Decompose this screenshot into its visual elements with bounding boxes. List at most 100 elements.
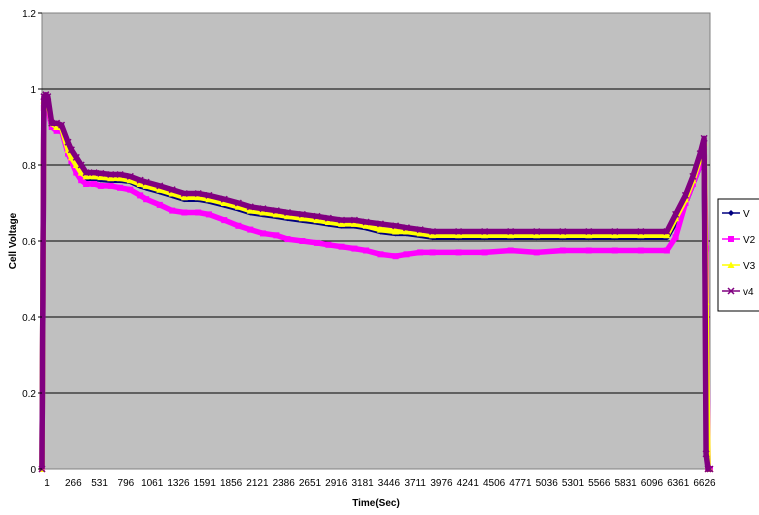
y-tick-label: 0.2 bbox=[22, 389, 36, 400]
data-point bbox=[672, 210, 680, 218]
data-point bbox=[611, 227, 619, 236]
data-point bbox=[362, 222, 370, 229]
x-tick-label: 1591 bbox=[194, 478, 217, 489]
data-point bbox=[455, 249, 462, 256]
data-point bbox=[194, 193, 202, 201]
data-point bbox=[53, 119, 61, 127]
legend-entry: V3 bbox=[722, 261, 756, 272]
x-tick-label: 1856 bbox=[220, 478, 243, 489]
x-axis-label: Time(Sec) bbox=[352, 498, 400, 509]
y-tick-label: 0.6 bbox=[22, 237, 36, 248]
data-point bbox=[195, 209, 202, 216]
data-point bbox=[338, 243, 345, 250]
data-point bbox=[585, 227, 593, 236]
data-point bbox=[481, 227, 489, 236]
x-tick-label: 5036 bbox=[536, 478, 559, 489]
data-point bbox=[313, 212, 321, 220]
data-point bbox=[314, 239, 321, 246]
x-tick-label: 1061 bbox=[141, 478, 164, 489]
data-point bbox=[82, 172, 90, 180]
series-v4 bbox=[38, 91, 714, 473]
x-tick-label: 3976 bbox=[430, 478, 453, 489]
data-point bbox=[48, 124, 55, 130]
data-point bbox=[338, 216, 346, 224]
data-point bbox=[67, 146, 75, 154]
x-tick-label: 2651 bbox=[299, 478, 322, 489]
data-point bbox=[611, 231, 619, 239]
series-line bbox=[39, 91, 711, 472]
data-point bbox=[392, 228, 400, 235]
data-point bbox=[700, 134, 708, 142]
data-point bbox=[481, 249, 488, 256]
data-point bbox=[126, 176, 134, 184]
data-point bbox=[298, 214, 306, 222]
data-point bbox=[82, 169, 90, 177]
data-point bbox=[220, 199, 228, 206]
y-tick-labels: 0 0.2 0.4 0.6 0.8 1 1.2 bbox=[22, 9, 42, 476]
data-point bbox=[107, 170, 115, 179]
data-point bbox=[637, 231, 645, 239]
gridlines bbox=[42, 88, 710, 394]
legend-entry: V bbox=[722, 209, 750, 220]
data-point bbox=[324, 214, 332, 222]
data-point bbox=[205, 191, 213, 199]
data-point bbox=[272, 207, 280, 215]
data-point bbox=[403, 228, 411, 235]
data-point bbox=[637, 247, 644, 254]
data-point bbox=[681, 191, 689, 199]
data-point bbox=[350, 220, 358, 227]
data-point bbox=[126, 172, 134, 180]
data-point bbox=[44, 93, 52, 101]
legend-box bbox=[717, 198, 759, 312]
data-point bbox=[585, 231, 593, 239]
x-tick-label: 6626 bbox=[693, 478, 716, 489]
legend-label: V2 bbox=[743, 235, 756, 246]
data-point bbox=[220, 195, 228, 203]
data-point bbox=[91, 181, 98, 187]
data-point bbox=[53, 127, 60, 134]
x-tick-label: 2386 bbox=[273, 478, 296, 489]
x-tick-label: 6361 bbox=[667, 478, 690, 489]
data-point bbox=[611, 247, 618, 254]
data-point bbox=[67, 153, 75, 161]
data-point bbox=[78, 177, 85, 184]
data-point bbox=[392, 253, 399, 260]
data-point bbox=[156, 186, 164, 193]
legend-label: V3 bbox=[743, 261, 756, 272]
data-point bbox=[663, 231, 671, 239]
data-point bbox=[116, 170, 124, 179]
data-point bbox=[77, 161, 85, 169]
data-point bbox=[533, 249, 540, 256]
data-point bbox=[156, 182, 164, 190]
series-group bbox=[38, 91, 714, 473]
data-point bbox=[689, 172, 697, 180]
data-point bbox=[392, 222, 400, 230]
data-point bbox=[58, 121, 66, 129]
data-point bbox=[205, 195, 213, 203]
data-point bbox=[169, 207, 176, 214]
data-point bbox=[403, 251, 410, 258]
x-tick-label: 796 bbox=[118, 478, 135, 489]
data-point bbox=[559, 247, 566, 254]
data-point bbox=[376, 220, 385, 228]
y-tick-label: 0.8 bbox=[22, 161, 36, 172]
data-point bbox=[259, 230, 266, 237]
legend-marker bbox=[728, 236, 734, 242]
y-tick-label: 1.2 bbox=[22, 9, 36, 20]
x-tick-label: 1326 bbox=[167, 478, 190, 489]
data-point bbox=[351, 245, 358, 252]
data-point bbox=[559, 227, 567, 236]
x-tick-label: 5831 bbox=[614, 478, 637, 489]
data-point bbox=[73, 169, 80, 176]
data-point bbox=[136, 180, 144, 187]
data-point bbox=[585, 247, 592, 254]
data-point bbox=[97, 182, 104, 189]
data-point bbox=[90, 172, 98, 180]
legend-entry: v4 bbox=[722, 287, 754, 298]
x-tick-label: 266 bbox=[65, 478, 82, 489]
legend-marker bbox=[727, 261, 735, 268]
x-tick-label: 1 bbox=[44, 478, 50, 489]
data-point bbox=[338, 220, 346, 227]
x-tick-label: 2916 bbox=[325, 478, 348, 489]
data-point bbox=[696, 150, 704, 158]
